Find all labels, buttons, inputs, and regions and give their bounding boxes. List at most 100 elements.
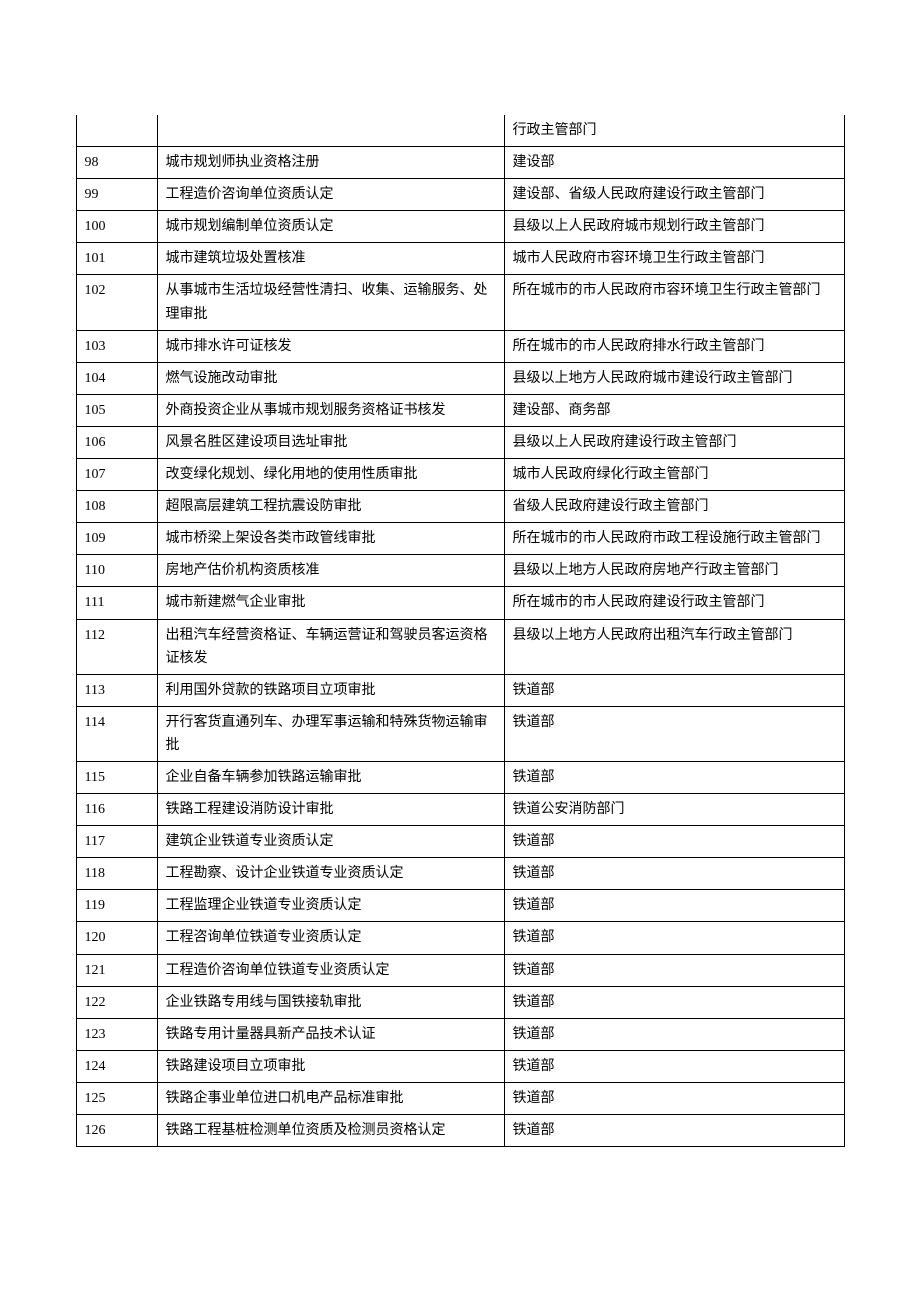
table-row: 105外商投资企业从事城市规划服务资格证书核发建设部、商务部 <box>76 394 844 426</box>
department-cell: 铁道部 <box>504 1082 844 1114</box>
item-cell: 建筑企业铁道专业资质认定 <box>157 826 504 858</box>
row-number-cell <box>76 115 157 147</box>
table-row: 122企业铁路专用线与国铁接轨审批铁道部 <box>76 986 844 1018</box>
table-row: 106风景名胜区建设项目选址审批县级以上人民政府建设行政主管部门 <box>76 426 844 458</box>
row-number-cell: 103 <box>76 330 157 362</box>
department-cell: 县级以上地方人民政府城市建设行政主管部门 <box>504 362 844 394</box>
row-number-cell: 101 <box>76 243 157 275</box>
item-cell: 铁路工程基桩检测单位资质及检测员资格认定 <box>157 1115 504 1147</box>
table-row: 118工程勘察、设计企业铁道专业资质认定铁道部 <box>76 858 844 890</box>
row-number-cell: 108 <box>76 491 157 523</box>
item-cell: 出租汽车经营资格证、车辆运营证和驾驶员客运资格证核发 <box>157 619 504 674</box>
table-row: 103城市排水许可证核发所在城市的市人民政府排水行政主管部门 <box>76 330 844 362</box>
table-row: 108超限高层建筑工程抗震设防审批省级人民政府建设行政主管部门 <box>76 491 844 523</box>
table-row: 124铁路建设项目立项审批铁道部 <box>76 1050 844 1082</box>
department-cell: 所在城市的市人民政府排水行政主管部门 <box>504 330 844 362</box>
item-cell: 城市排水许可证核发 <box>157 330 504 362</box>
item-cell: 企业自备车辆参加铁路运输审批 <box>157 761 504 793</box>
table-row: 行政主管部门 <box>76 115 844 147</box>
department-cell: 所在城市的市人民政府建设行政主管部门 <box>504 587 844 619</box>
table-row: 117建筑企业铁道专业资质认定铁道部 <box>76 826 844 858</box>
item-cell: 超限高层建筑工程抗震设防审批 <box>157 491 504 523</box>
table-row: 120工程咨询单位铁道专业资质认定铁道部 <box>76 922 844 954</box>
item-cell: 工程造价咨询单位资质认定 <box>157 179 504 211</box>
table-row: 121工程造价咨询单位铁道专业资质认定铁道部 <box>76 954 844 986</box>
department-cell: 建设部、省级人民政府建设行政主管部门 <box>504 179 844 211</box>
row-number-cell: 105 <box>76 394 157 426</box>
department-cell: 铁道部 <box>504 922 844 954</box>
table-row: 111城市新建燃气企业审批所在城市的市人民政府建设行政主管部门 <box>76 587 844 619</box>
row-number-cell: 123 <box>76 1018 157 1050</box>
item-cell: 铁路专用计量器具新产品技术认证 <box>157 1018 504 1050</box>
row-number-cell: 109 <box>76 523 157 555</box>
table-row: 109城市桥梁上架设各类市政管线审批所在城市的市人民政府市政工程设施行政主管部门 <box>76 523 844 555</box>
item-cell: 工程咨询单位铁道专业资质认定 <box>157 922 504 954</box>
row-number-cell: 122 <box>76 986 157 1018</box>
row-number-cell: 106 <box>76 426 157 458</box>
department-cell: 县级以上人民政府城市规划行政主管部门 <box>504 211 844 243</box>
table-row: 126铁路工程基桩检测单位资质及检测员资格认定铁道部 <box>76 1115 844 1147</box>
document-page: 行政主管部门98城市规划师执业资格注册建设部99工程造价咨询单位资质认定建设部、… <box>0 0 920 1237</box>
item-cell: 工程监理企业铁道专业资质认定 <box>157 890 504 922</box>
item-cell: 燃气设施改动审批 <box>157 362 504 394</box>
item-cell: 开行客货直通列车、办理军事运输和特殊货物运输审批 <box>157 706 504 761</box>
department-cell: 所在城市的市人民政府市政工程设施行政主管部门 <box>504 523 844 555</box>
row-number-cell: 126 <box>76 1115 157 1147</box>
table-row: 104燃气设施改动审批县级以上地方人民政府城市建设行政主管部门 <box>76 362 844 394</box>
item-cell: 企业铁路专用线与国铁接轨审批 <box>157 986 504 1018</box>
table-row: 99工程造价咨询单位资质认定建设部、省级人民政府建设行政主管部门 <box>76 179 844 211</box>
item-cell: 铁路企事业单位进口机电产品标准审批 <box>157 1082 504 1114</box>
department-cell: 城市人民政府市容环境卫生行政主管部门 <box>504 243 844 275</box>
department-cell: 铁道部 <box>504 858 844 890</box>
department-cell: 铁道公安消防部门 <box>504 794 844 826</box>
row-number-cell: 114 <box>76 706 157 761</box>
row-number-cell: 107 <box>76 459 157 491</box>
row-number-cell: 125 <box>76 1082 157 1114</box>
item-cell <box>157 115 504 147</box>
approval-items-table: 行政主管部门98城市规划师执业资格注册建设部99工程造价咨询单位资质认定建设部、… <box>76 115 845 1147</box>
table-row: 115企业自备车辆参加铁路运输审批铁道部 <box>76 761 844 793</box>
row-number-cell: 112 <box>76 619 157 674</box>
item-cell: 城市桥梁上架设各类市政管线审批 <box>157 523 504 555</box>
table-row: 98城市规划师执业资格注册建设部 <box>76 147 844 179</box>
department-cell: 铁道部 <box>504 890 844 922</box>
item-cell: 外商投资企业从事城市规划服务资格证书核发 <box>157 394 504 426</box>
department-cell: 铁道部 <box>504 954 844 986</box>
row-number-cell: 115 <box>76 761 157 793</box>
row-number-cell: 124 <box>76 1050 157 1082</box>
table-row: 125铁路企事业单位进口机电产品标准审批铁道部 <box>76 1082 844 1114</box>
row-number-cell: 110 <box>76 555 157 587</box>
table-row: 119工程监理企业铁道专业资质认定铁道部 <box>76 890 844 922</box>
department-cell: 建设部 <box>504 147 844 179</box>
table-row: 100城市规划编制单位资质认定县级以上人民政府城市规划行政主管部门 <box>76 211 844 243</box>
row-number-cell: 98 <box>76 147 157 179</box>
table-row: 116铁路工程建设消防设计审批铁道公安消防部门 <box>76 794 844 826</box>
table-row: 113利用国外贷款的铁路项目立项审批铁道部 <box>76 674 844 706</box>
department-cell: 铁道部 <box>504 1050 844 1082</box>
item-cell: 房地产估价机构资质核准 <box>157 555 504 587</box>
department-cell: 建设部、商务部 <box>504 394 844 426</box>
item-cell: 城市建筑垃圾处置核准 <box>157 243 504 275</box>
item-cell: 利用国外贷款的铁路项目立项审批 <box>157 674 504 706</box>
row-number-cell: 120 <box>76 922 157 954</box>
department-cell: 铁道部 <box>504 1018 844 1050</box>
row-number-cell: 113 <box>76 674 157 706</box>
department-cell: 县级以上地方人民政府房地产行政主管部门 <box>504 555 844 587</box>
table-row: 112出租汽车经营资格证、车辆运营证和驾驶员客运资格证核发县级以上地方人民政府出… <box>76 619 844 674</box>
department-cell: 铁道部 <box>504 826 844 858</box>
table-row: 123铁路专用计量器具新产品技术认证铁道部 <box>76 1018 844 1050</box>
table-body: 行政主管部门98城市规划师执业资格注册建设部99工程造价咨询单位资质认定建设部、… <box>76 115 844 1147</box>
item-cell: 铁路工程建设消防设计审批 <box>157 794 504 826</box>
department-cell: 县级以上地方人民政府出租汽车行政主管部门 <box>504 619 844 674</box>
item-cell: 城市新建燃气企业审批 <box>157 587 504 619</box>
item-cell: 城市规划编制单位资质认定 <box>157 211 504 243</box>
table-row: 102从事城市生活垃圾经营性清扫、收集、运输服务、处理审批所在城市的市人民政府市… <box>76 275 844 330</box>
item-cell: 城市规划师执业资格注册 <box>157 147 504 179</box>
row-number-cell: 99 <box>76 179 157 211</box>
table-row: 114开行客货直通列车、办理军事运输和特殊货物运输审批铁道部 <box>76 706 844 761</box>
row-number-cell: 121 <box>76 954 157 986</box>
item-cell: 从事城市生活垃圾经营性清扫、收集、运输服务、处理审批 <box>157 275 504 330</box>
row-number-cell: 100 <box>76 211 157 243</box>
item-cell: 风景名胜区建设项目选址审批 <box>157 426 504 458</box>
department-cell: 城市人民政府绿化行政主管部门 <box>504 459 844 491</box>
